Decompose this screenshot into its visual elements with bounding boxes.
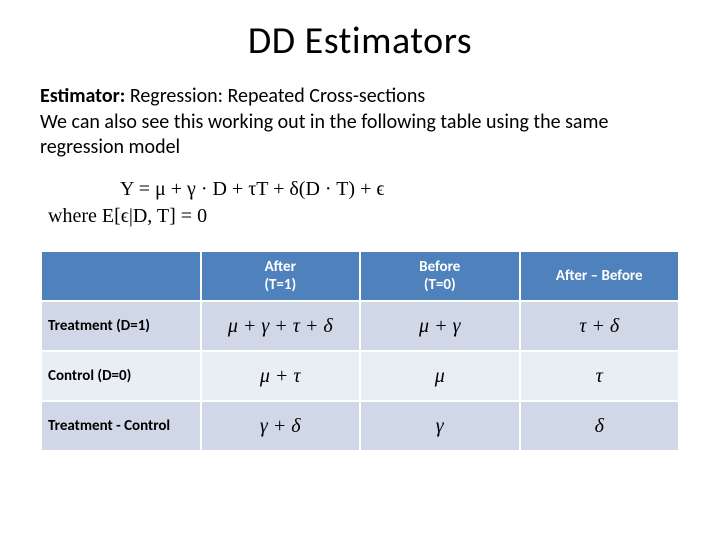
math-expr: μ + γ + τ + δ xyxy=(228,315,333,337)
table-cell: γ + δ xyxy=(201,401,361,451)
equation-condition: where E[ϵ|D, T] = 0 xyxy=(48,205,680,228)
table-cell: δ xyxy=(520,401,680,451)
col-before-label: Before(T=0) xyxy=(419,258,460,294)
regression-equation: Y = μ + γ · D + τT + δ(D · T) + ϵ xyxy=(120,178,680,201)
table-row: Treatment (D=1) μ + γ + τ + δ μ + γ τ + δ xyxy=(41,301,679,351)
math-expr: γ + δ xyxy=(260,415,301,437)
table-cell: τ xyxy=(520,351,680,401)
col-after-label: After(T=1) xyxy=(264,258,296,294)
math-expr: μ + γ xyxy=(419,315,460,337)
col-after: After(T=1) xyxy=(201,251,361,301)
math-expr: γ xyxy=(436,415,444,437)
table-cell: μ xyxy=(360,351,520,401)
row-label: Control (D=0) xyxy=(41,351,201,401)
table-row: Treatment - Control γ + δ γ δ xyxy=(41,401,679,451)
table-body: Treatment (D=1) μ + γ + τ + δ μ + γ τ + δ Co… xyxy=(41,301,679,451)
table-cell: μ + γ + τ + δ xyxy=(201,301,361,351)
math-expr: τ + δ xyxy=(579,315,619,337)
math-expr: μ + τ xyxy=(260,365,301,387)
table-cell: γ xyxy=(360,401,520,451)
slide: DD Estimators Estimator: Regression: Rep… xyxy=(0,0,720,540)
subtitle: Estimator: Regression: Repeated Cross-se… xyxy=(40,84,680,108)
table-cell: τ + δ xyxy=(520,301,680,351)
math-expr: τ xyxy=(596,365,603,387)
col-diff: After – Before xyxy=(520,251,680,301)
dd-table: After(T=1) Before(T=0) After – Before Tr… xyxy=(40,250,680,452)
description: We can also see this working out in the … xyxy=(40,110,680,160)
col-diff-label: After – Before xyxy=(556,267,643,285)
row-label: Treatment - Control xyxy=(41,401,201,451)
subtitle-rest: Regression: Repeated Cross-sections xyxy=(125,84,425,108)
math-expr: δ xyxy=(595,415,604,437)
col-before: Before(T=0) xyxy=(360,251,520,301)
math-expr: μ xyxy=(435,365,445,387)
table-row: Control (D=0) μ + τ μ τ xyxy=(41,351,679,401)
table-corner xyxy=(41,251,201,301)
subtitle-bold: Estimator: xyxy=(40,84,125,108)
table-cell: μ + γ xyxy=(360,301,520,351)
table-cell: μ + τ xyxy=(201,351,361,401)
row-label: Treatment (D=1) xyxy=(41,301,201,351)
table-header-row: After(T=1) Before(T=0) After – Before xyxy=(41,251,679,301)
page-title: DD Estimators xyxy=(40,18,680,64)
